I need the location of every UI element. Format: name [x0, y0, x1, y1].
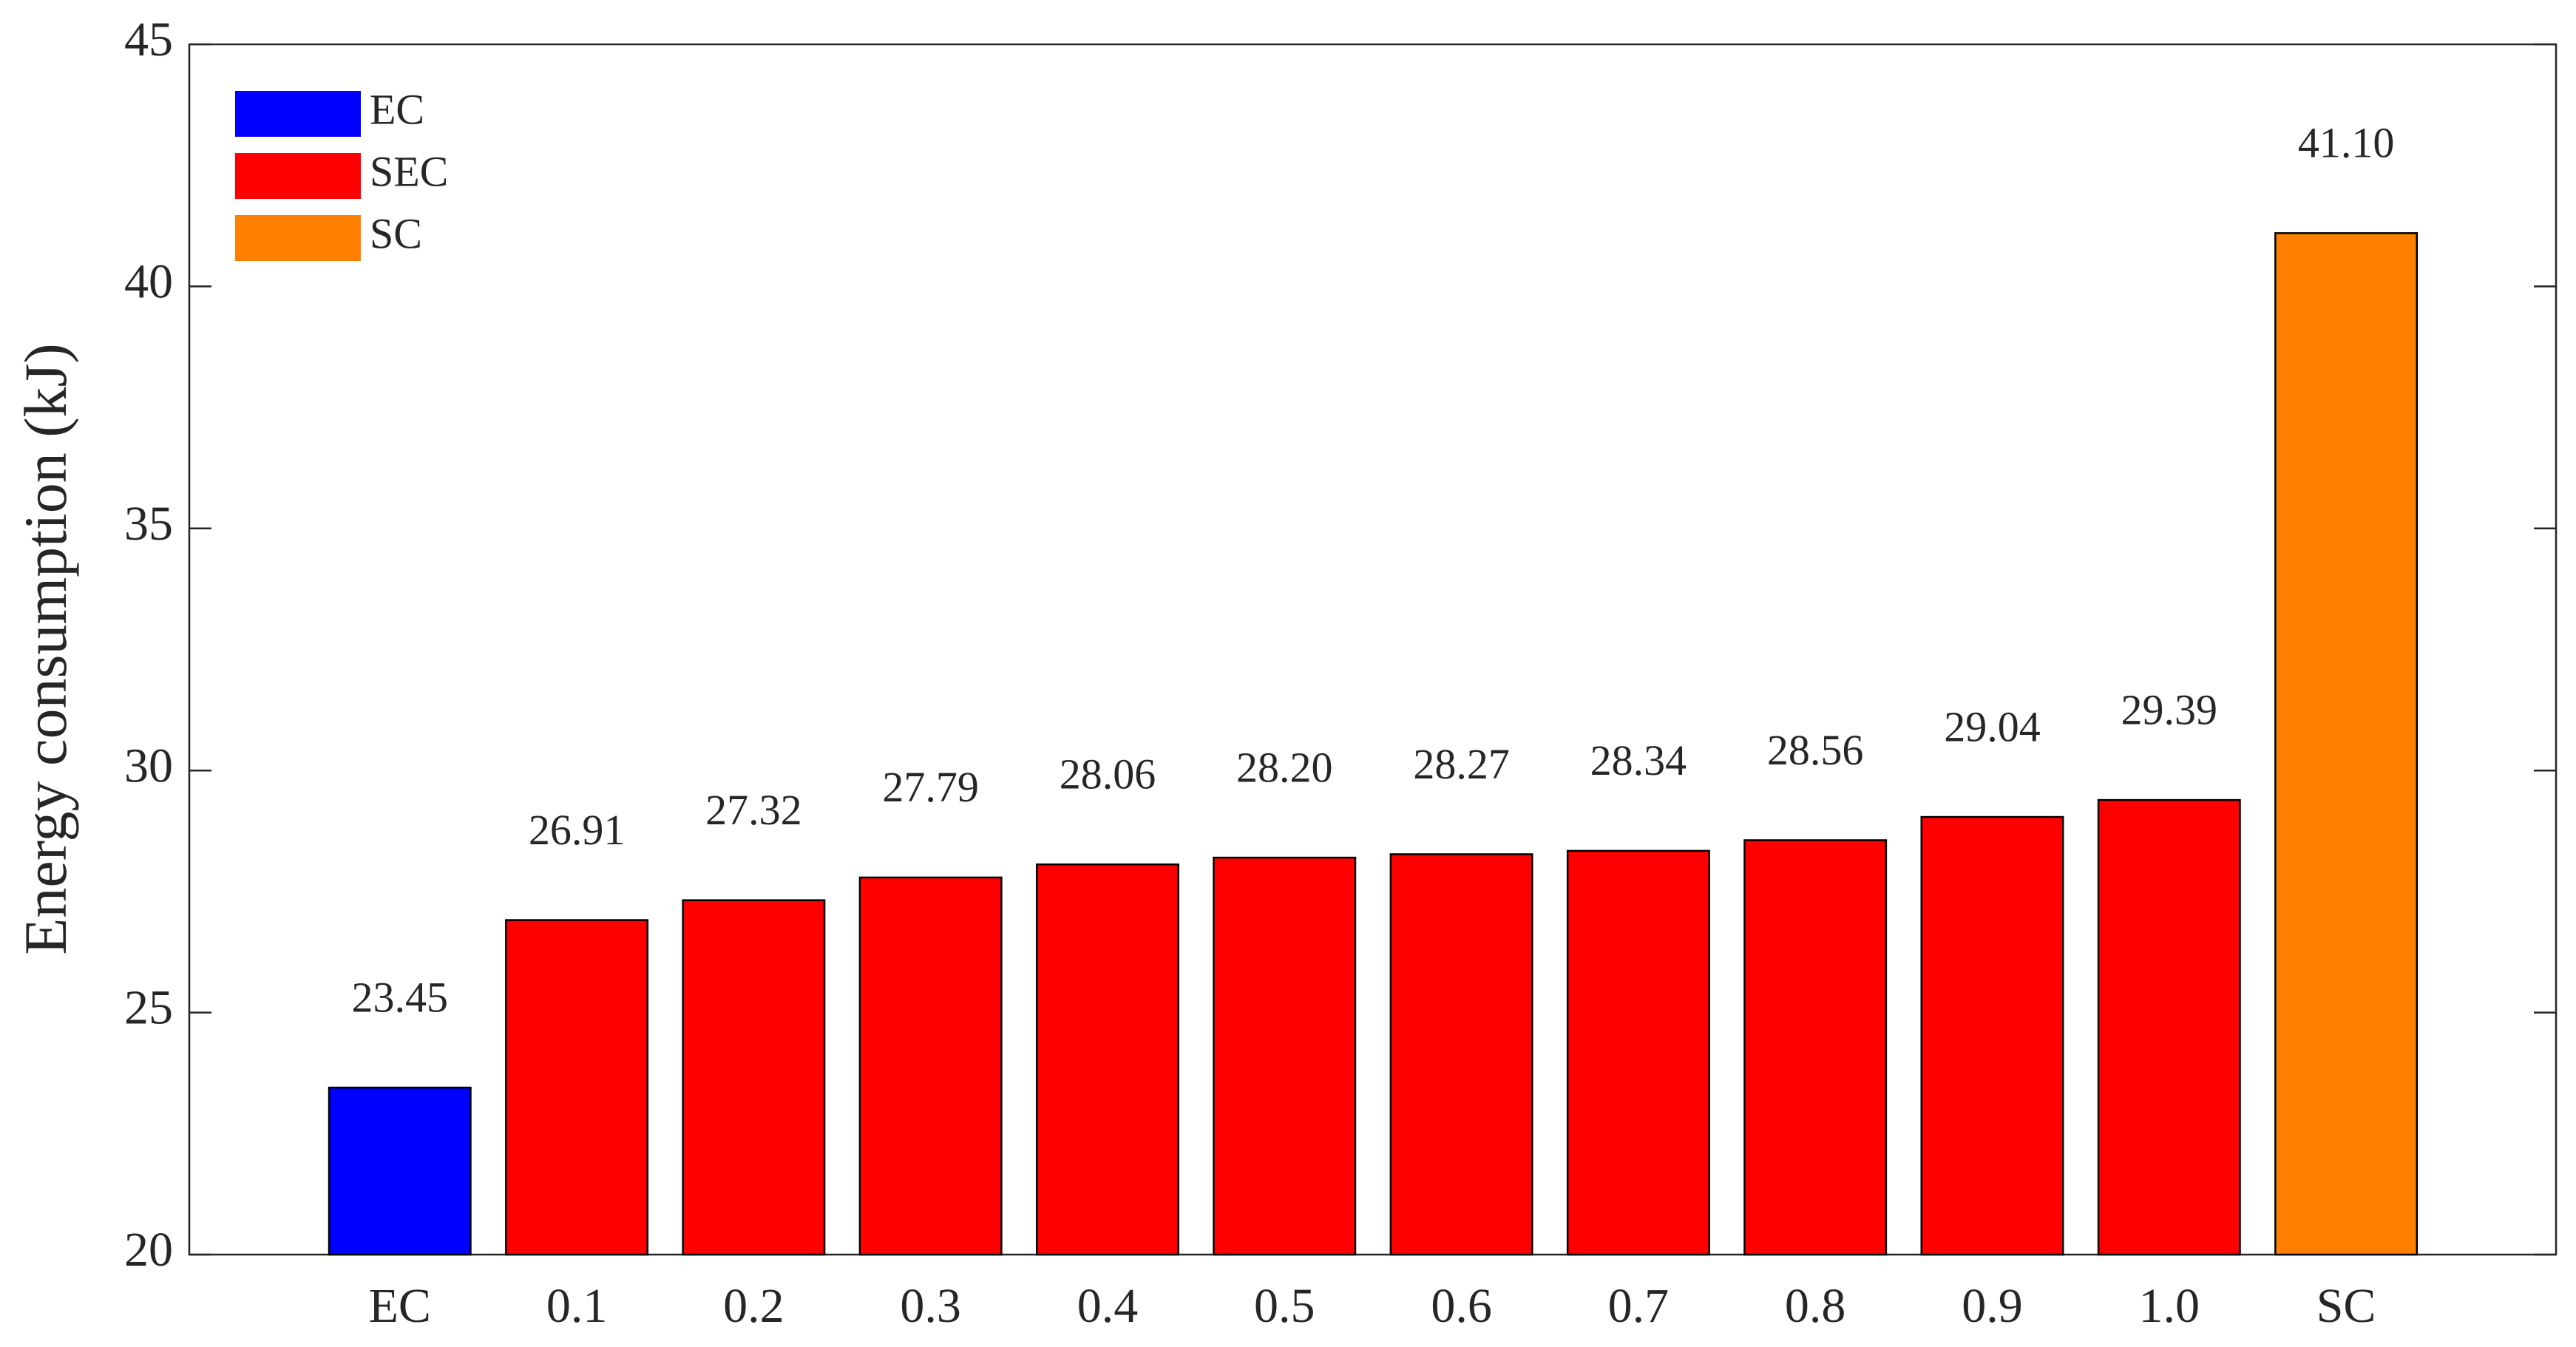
x-tick-label: 0.6 [1431, 1279, 1492, 1333]
y-tick-label: 45 [124, 13, 173, 67]
legend-swatch [235, 215, 361, 261]
y-tick-label: 40 [124, 255, 173, 309]
value-label: 28.06 [1060, 750, 1156, 798]
bar [2097, 798, 2241, 1256]
x-tick-label: 0.7 [1608, 1279, 1670, 1333]
bar [858, 876, 1003, 1256]
legend-label: SEC [370, 147, 448, 195]
y-tick-label: 20 [124, 1223, 173, 1277]
legend-label: SC [370, 209, 422, 257]
legend-label: EC [370, 85, 424, 133]
legend-swatch [235, 153, 361, 199]
x-tick-label: 0.9 [1962, 1279, 2023, 1333]
bar [505, 919, 649, 1256]
y-tick-label: 35 [124, 497, 173, 551]
x-tick-label: SC [2316, 1279, 2376, 1333]
x-tick-label: 1.0 [2139, 1279, 2200, 1333]
x-tick-label: 0.3 [900, 1279, 961, 1333]
bar [1920, 815, 2064, 1256]
value-label: 29.39 [2121, 685, 2218, 733]
x-tick-label: 0.8 [1785, 1279, 1846, 1333]
value-label: 28.56 [1767, 726, 1864, 774]
value-label: 23.45 [352, 973, 449, 1021]
value-label: 27.79 [882, 763, 979, 811]
value-label: 26.91 [529, 806, 626, 854]
bar [328, 1086, 472, 1256]
y-tick-label: 25 [124, 981, 173, 1035]
value-label: 29.04 [1944, 702, 2041, 750]
x-tick-label: 0.2 [723, 1279, 784, 1333]
x-tick-label: 0.1 [546, 1279, 608, 1333]
bar [682, 899, 826, 1256]
value-label: 28.20 [1236, 743, 1333, 791]
bar [1389, 853, 1533, 1256]
value-label: 41.10 [2298, 119, 2395, 167]
bar [2274, 232, 2419, 1256]
plot-frame [188, 43, 2558, 1256]
x-tick-label: 0.5 [1254, 1279, 1315, 1333]
x-tick-label: 0.4 [1077, 1279, 1139, 1333]
value-label: 27.32 [705, 786, 802, 834]
bar [1035, 863, 1179, 1256]
bar [1213, 856, 1357, 1256]
bar [1566, 849, 1710, 1256]
legend-swatch [235, 91, 361, 137]
value-label: 28.27 [1413, 740, 1510, 788]
x-tick-label: EC [369, 1279, 431, 1333]
y-axis-label: Energy consumption (kJ) [12, 343, 79, 955]
bar [1743, 839, 1888, 1256]
y-tick-label: 30 [124, 739, 173, 793]
value-label: 28.34 [1590, 736, 1687, 784]
